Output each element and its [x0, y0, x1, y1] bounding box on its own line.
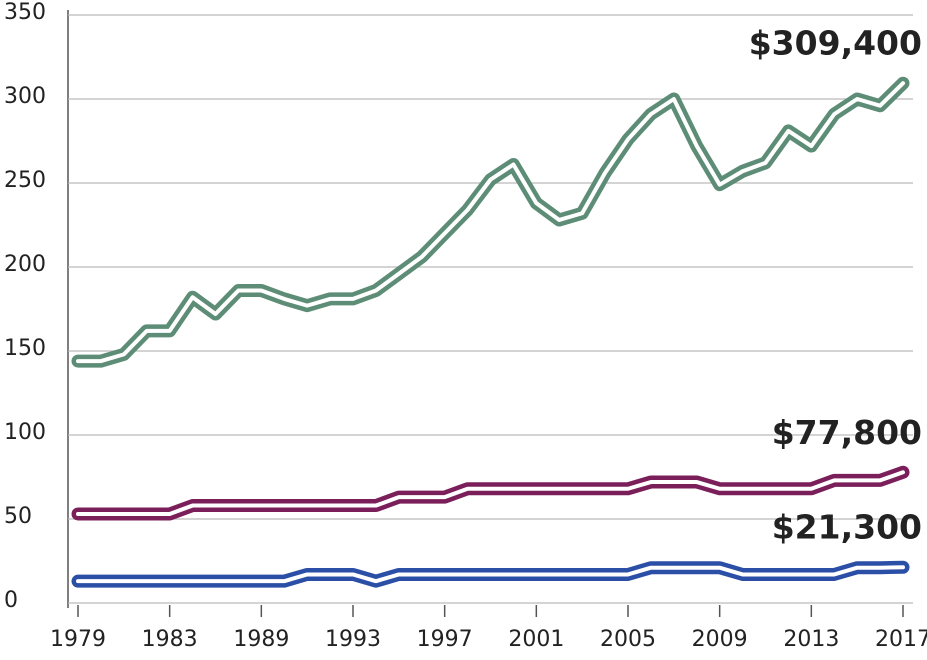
series-line	[71, 465, 910, 521]
x-tick-label: 1983	[142, 627, 198, 652]
y-tick-label: 50	[4, 504, 32, 529]
x-tick-label: 2005	[600, 627, 656, 652]
x-tick-label: 2013	[783, 627, 839, 652]
x-tick-label: 2001	[508, 627, 564, 652]
x-tick-label: 1979	[50, 627, 106, 652]
series-line	[71, 560, 910, 588]
y-tick-label: 200	[4, 252, 46, 277]
y-tick-label: 0	[4, 588, 18, 613]
end-label: $21,300	[772, 508, 922, 547]
y-tick-label: 350	[4, 0, 46, 25]
line-inner	[76, 565, 905, 584]
y-tick-label: 150	[4, 336, 46, 361]
line-outline	[71, 76, 910, 368]
y-tick-label: 250	[4, 168, 46, 193]
series-line	[71, 76, 910, 368]
x-tick-label: 2017	[875, 627, 927, 652]
end-label: $77,800	[772, 413, 922, 452]
line-inner	[76, 470, 905, 516]
x-tick-label: 1989	[233, 627, 289, 652]
x-tick-label: 1993	[325, 627, 381, 652]
x-tick-label: 2009	[692, 627, 748, 652]
y-tick-label: 300	[4, 84, 46, 109]
line-inner	[76, 81, 905, 364]
end-label: $309,400	[749, 24, 922, 63]
y-tick-label: 100	[4, 420, 46, 445]
x-tick-label: 1997	[417, 627, 473, 652]
